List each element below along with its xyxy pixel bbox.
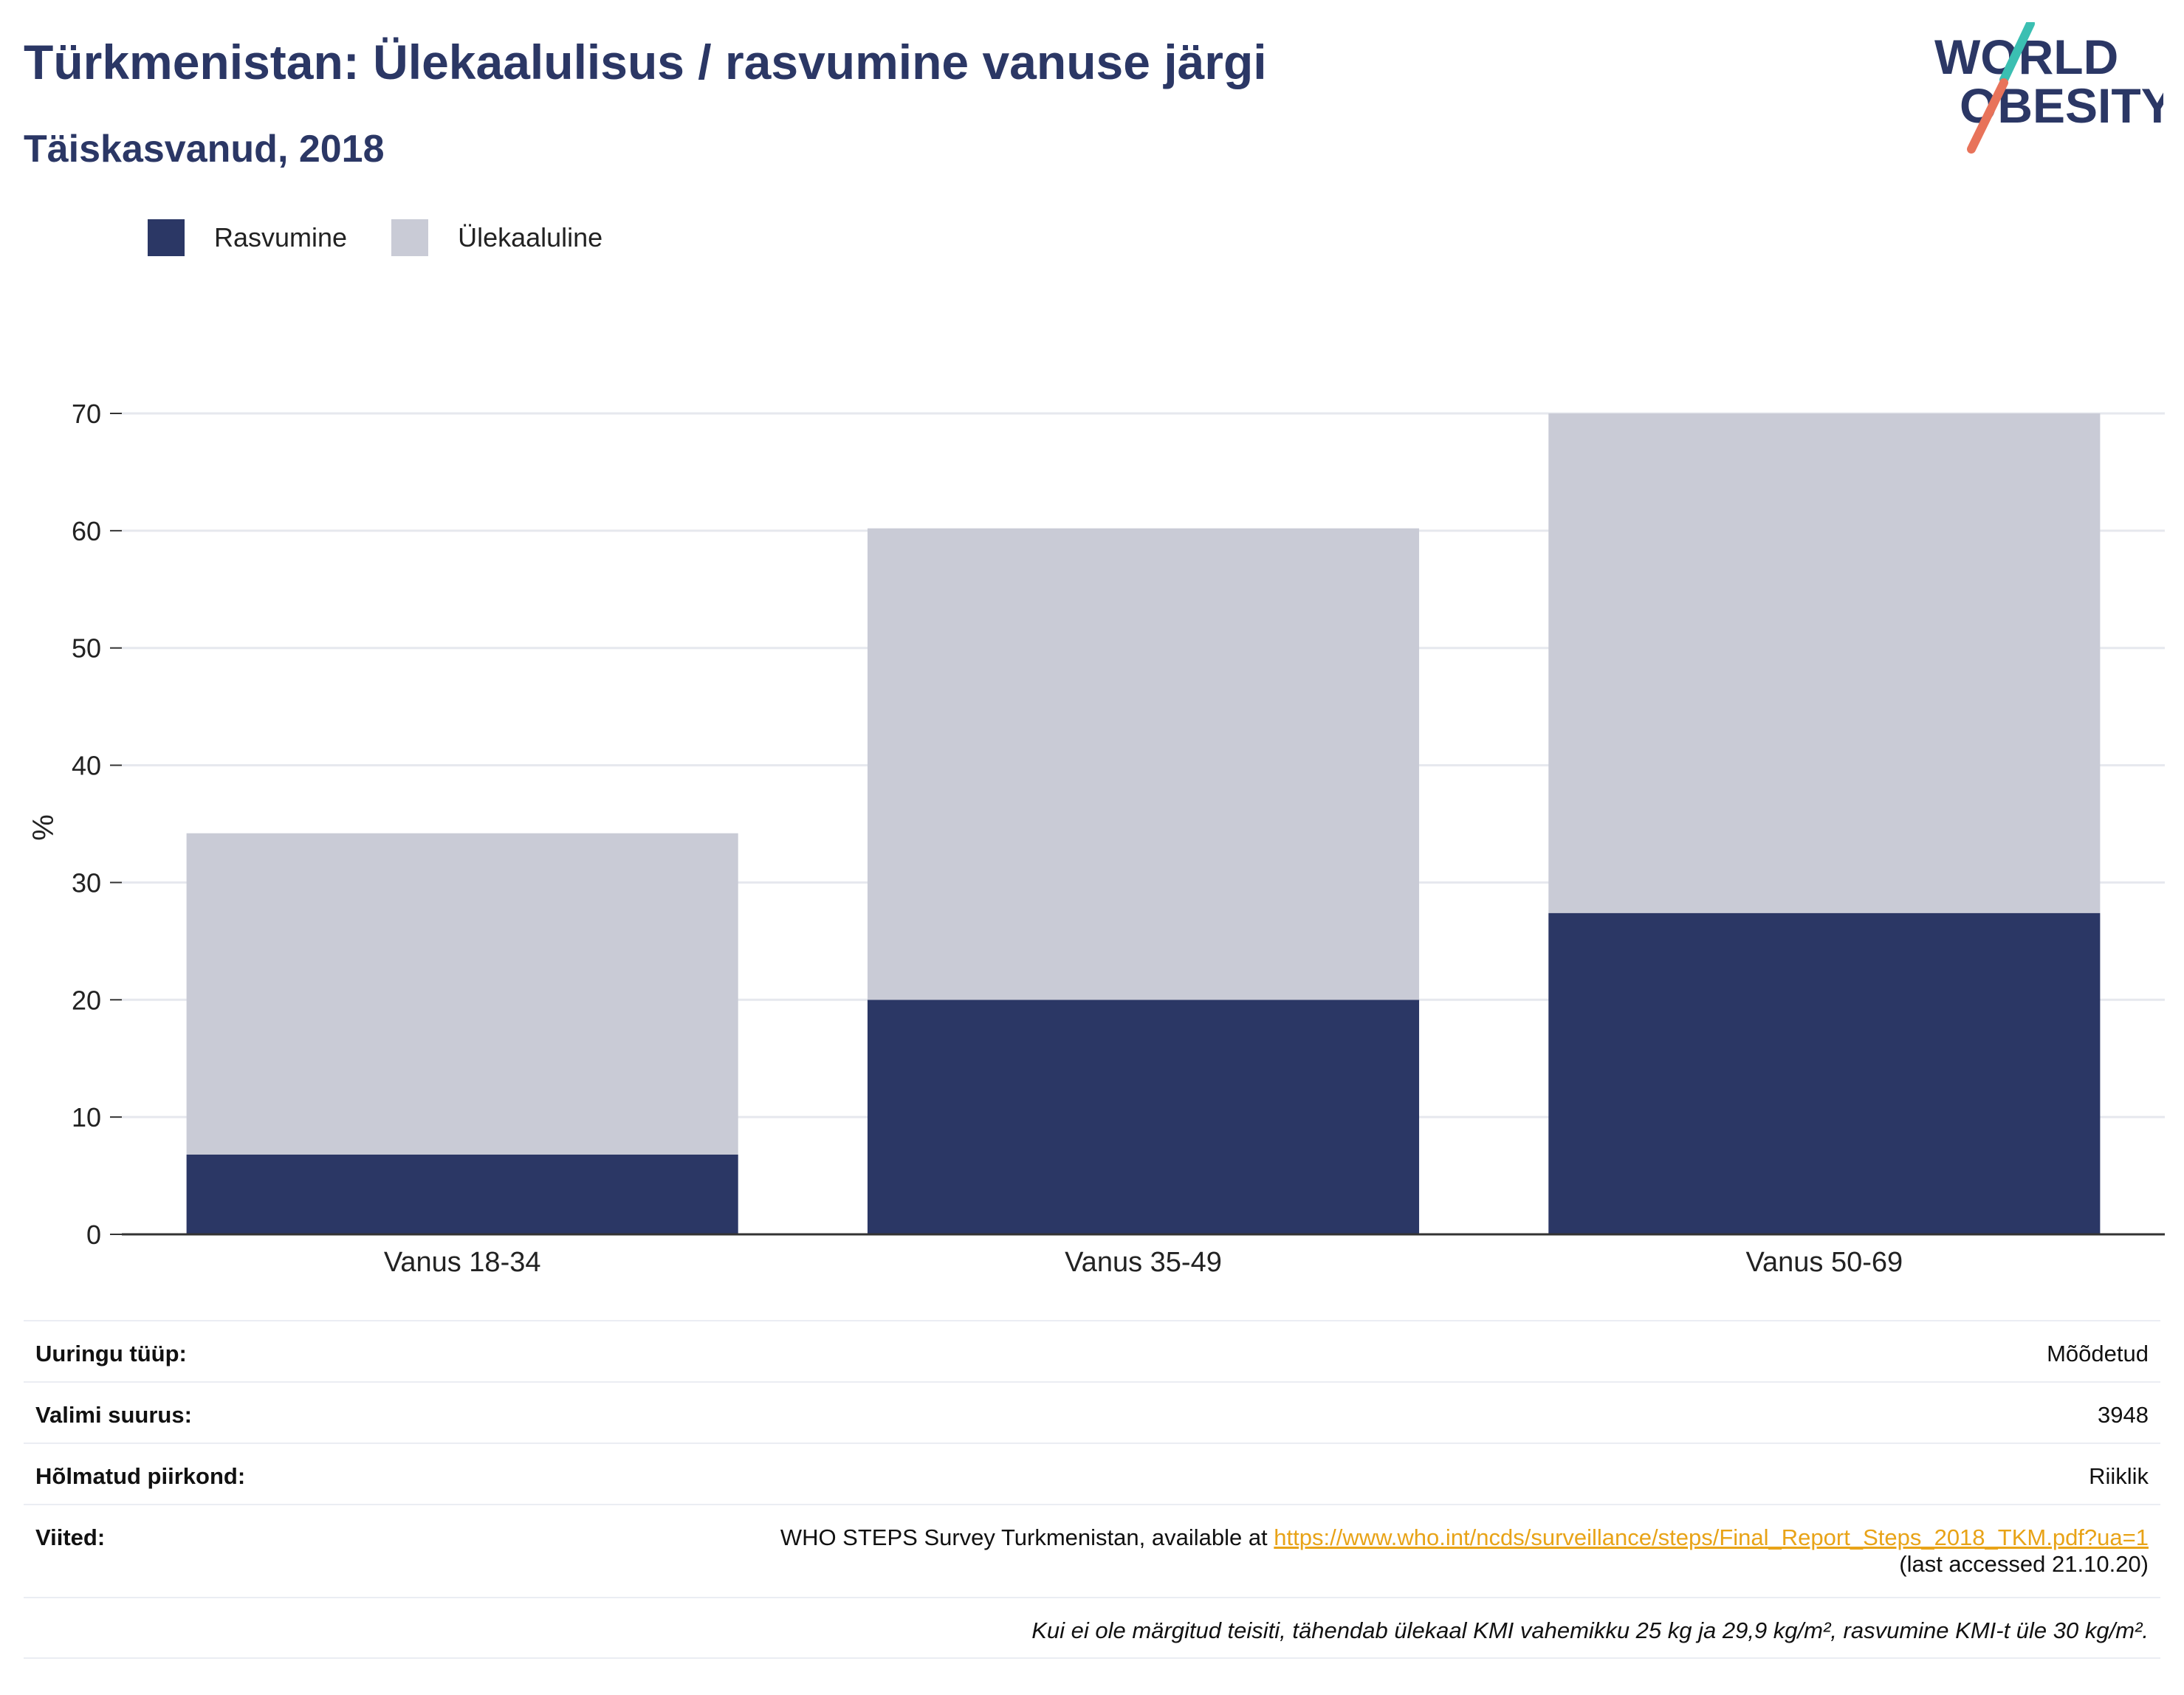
logo-slash-bottom (1967, 78, 2008, 154)
legend-label-obesity: Rasvumine (214, 222, 348, 252)
legend-item-obesity[interactable]: Rasvumine (148, 219, 347, 256)
region-label: Hõlmatud piirkond: (35, 1463, 246, 1489)
meta-row-region: Hõlmatud piirkond: Riiklik (24, 1443, 2160, 1504)
survey-type-label: Uuringu tüüp: (35, 1341, 187, 1366)
meta-row-survey-type: Uuringu tüüp: Mõõdetud (24, 1320, 2160, 1381)
survey-type-value: Mõõdetud (2047, 1341, 2149, 1366)
legend-label-overweight: Ülekaaluline (458, 222, 603, 252)
bar-overweight (186, 833, 738, 1155)
meta-row-references: Viited: WHO STEPS Survey Turkmenistan, a… (24, 1504, 2160, 1597)
bar-obesity (186, 1154, 738, 1234)
definition-note: Kui ei ole märgitud teisiti, tähendab ül… (1031, 1617, 2149, 1643)
world-obesity-logo: WORLD OBESITY (1934, 22, 2163, 154)
y-tick-label: 30 (72, 867, 101, 898)
page-title: Türkmenistan: Ülekaalulisus / rasvumine … (24, 35, 1267, 89)
references-text: WHO STEPS Survey Turkmenistan, available… (780, 1524, 1268, 1550)
references-label: Viited: (35, 1524, 106, 1550)
y-tick-label: 50 (72, 633, 101, 664)
sample-size-value: 3948 (2098, 1402, 2149, 1428)
bar-overweight (1548, 413, 2101, 913)
y-tick-label: 70 (72, 399, 101, 429)
y-tick-label: 60 (72, 516, 101, 546)
logo-slash-top (1999, 22, 2035, 84)
references-link[interactable]: https://www.who.int/ncds/surveillance/st… (1274, 1524, 2149, 1550)
legend-item-overweight[interactable]: Ülekaaluline (391, 219, 602, 256)
bar-overweight (867, 528, 1420, 1000)
y-tick-label: 0 (86, 1220, 101, 1250)
bar-obesity (867, 1000, 1420, 1234)
y-axis-label: % (27, 814, 60, 841)
sample-size-label: Valimi suurus: (35, 1402, 192, 1428)
references-accessed: (last accessed 21.10.20) (1899, 1551, 2149, 1577)
y-tick-label: 40 (72, 751, 101, 781)
bar-obesity (1548, 912, 2101, 1234)
y-tick-label: 10 (72, 1102, 101, 1132)
x-tick-label: Vanus 18-34 (384, 1247, 541, 1278)
legend-swatch-obesity (148, 219, 185, 256)
meta-row-sample-size: Valimi suurus: 3948 (24, 1381, 2160, 1443)
survey-metadata: Uuringu tüüp: Mõõdetud Valimi suurus: 39… (24, 1320, 2160, 1659)
x-tick-label: Vanus 50-69 (1745, 1247, 1903, 1278)
x-tick-label: Vanus 35-49 (1065, 1247, 1222, 1278)
stacked-bar-chart: 0 10 20 30 40 50 60 70% Vanus 18-34 Vanus 35-49 Va… (27, 399, 2165, 1278)
page-subtitle: Täiskasvanud, 2018 (24, 128, 385, 171)
legend-swatch-overweight (391, 219, 429, 256)
chart-legend: Rasvumine Ülekaaluline (148, 219, 647, 257)
references-value: WHO STEPS Survey Turkmenistan, available… (780, 1524, 2149, 1597)
meta-row-note: Kui ei ole märgitud teisiti, tähendab ül… (24, 1597, 2160, 1659)
region-value: Riiklik (2089, 1463, 2149, 1489)
y-tick-label: 20 (72, 985, 101, 1015)
